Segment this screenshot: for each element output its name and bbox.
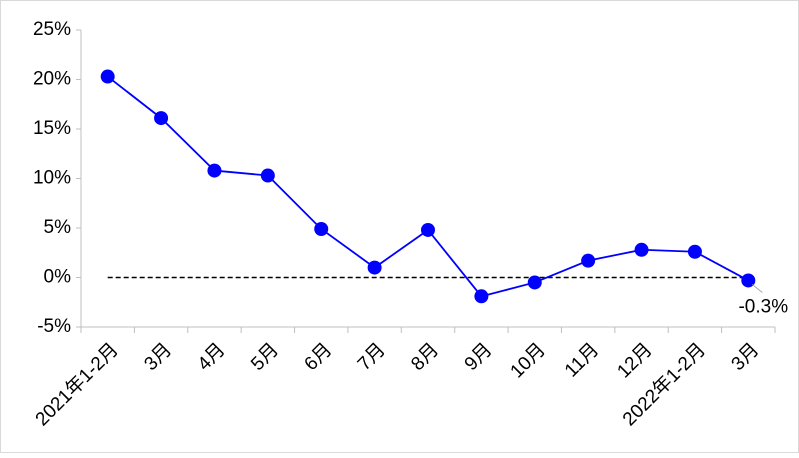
y-tick-label: 15%: [33, 118, 71, 139]
data-point: [314, 221, 329, 236]
y-tick-label: 10%: [33, 168, 71, 189]
y-tick-label: 5%: [44, 217, 72, 238]
data-point: [687, 244, 702, 259]
data-point: [154, 111, 169, 126]
data-point: [527, 275, 542, 290]
y-tick-label: 0%: [44, 267, 72, 288]
data-point: [474, 289, 489, 304]
data-label: -0.3%: [738, 296, 788, 317]
data-point: [260, 168, 275, 183]
y-tick-label: 20%: [33, 69, 71, 90]
data-point: [367, 260, 382, 275]
y-tick-label: 25%: [33, 19, 71, 40]
data-point: [741, 273, 756, 288]
data-point: [207, 163, 222, 178]
data-point: [581, 253, 596, 268]
data-point: [421, 222, 435, 237]
y-tick-label: -5%: [37, 316, 71, 337]
label-leader: [751, 284, 763, 293]
data-point: [634, 242, 649, 257]
data-point: [100, 69, 115, 84]
